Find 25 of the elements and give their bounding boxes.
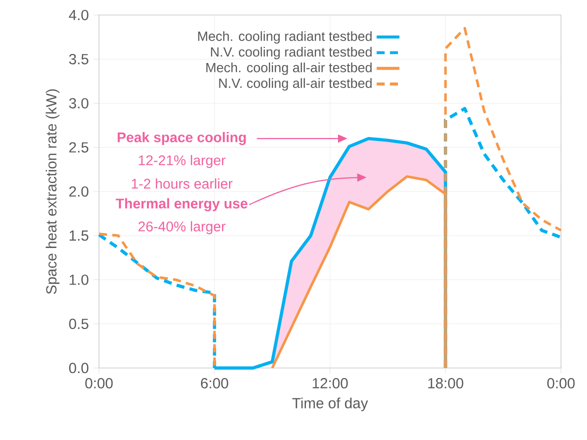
legend-label: Mech. cooling radiant testbed [198, 31, 372, 44]
annotation: Thermal energy use [116, 198, 248, 212]
legend-label: N.V. cooling radiant testbed [211, 46, 372, 60]
legend-label: Mech. cooling all-air testbed [206, 62, 372, 75]
x-tick-label: 0:00 [547, 378, 575, 388]
y-tick-label: 1.0 [70, 274, 88, 285]
y-tick-label: 2.0 [69, 186, 88, 197]
legend-label: N.V. cooling all-air testbed [219, 78, 372, 91]
annotation: 1-2 hours earlier [132, 178, 232, 189]
y-tick-label: 1.5 [70, 230, 88, 241]
x-axis-title: Time of day [292, 398, 368, 412]
y-axis-title: Space heat extraction rate (kW) [46, 89, 60, 294]
x-tick-label: 12:00 [312, 378, 348, 388]
x-tick-label: 0:00 [85, 378, 113, 388]
y-tick-label: 3.0 [69, 98, 88, 108]
x-tick-label: 6:00 [200, 378, 228, 388]
y-tick-label: 2.5 [69, 142, 88, 153]
y-tick-label: 0.5 [69, 318, 88, 330]
annotation: 26-40% larger [138, 221, 226, 234]
x-tick-label: 18:00 [428, 378, 464, 388]
annotation: Peak space cooling [118, 132, 246, 146]
annotation: 12-21% larger [138, 154, 226, 168]
y-tick-label: 0.0 [69, 362, 88, 374]
y-tick-label: 3.5 [69, 54, 88, 64]
y-tick-label: 4.0 [68, 10, 88, 20]
